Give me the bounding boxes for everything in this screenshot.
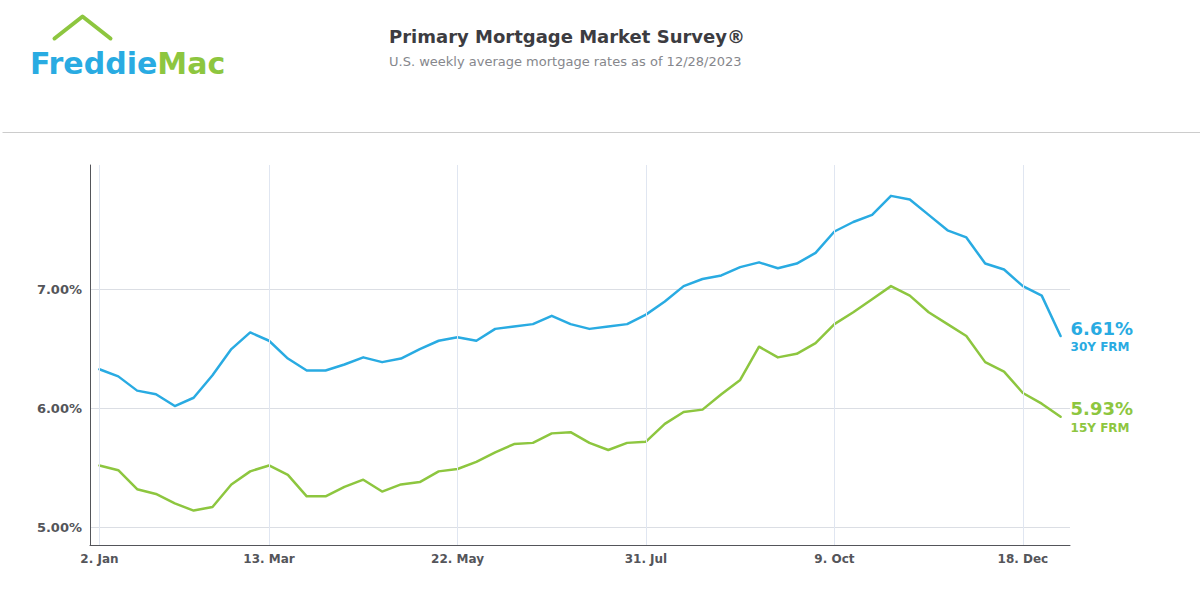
svg-text:U.S. weekly average mortgage r: U.S. weekly average mortgage rates as of…	[389, 54, 742, 69]
svg-text:9. Oct: 9. Oct	[814, 552, 854, 566]
svg-text:2. Jan: 2. Jan	[80, 552, 118, 566]
svg-text:22. May: 22. May	[431, 552, 484, 566]
svg-text:30Y FRM: 30Y FRM	[1071, 340, 1130, 354]
svg-text:5.00%: 5.00%	[37, 520, 82, 535]
svg-text:5.93%: 5.93%	[1071, 398, 1133, 419]
svg-text:6.00%: 6.00%	[37, 401, 82, 416]
svg-text:6.61%: 6.61%	[1071, 318, 1133, 339]
svg-text:Freddie: Freddie	[30, 46, 157, 81]
svg-text:7.00%: 7.00%	[37, 282, 82, 297]
svg-text:Primary Mortgage Market Survey: Primary Mortgage Market Survey®	[389, 26, 745, 47]
svg-text:Mac: Mac	[157, 46, 225, 81]
svg-text:18. Dec: 18. Dec	[998, 552, 1049, 566]
svg-text:15Y FRM: 15Y FRM	[1071, 421, 1130, 435]
svg-text:13. Mar: 13. Mar	[243, 552, 294, 566]
svg-text:31. Jul: 31. Jul	[625, 552, 668, 566]
